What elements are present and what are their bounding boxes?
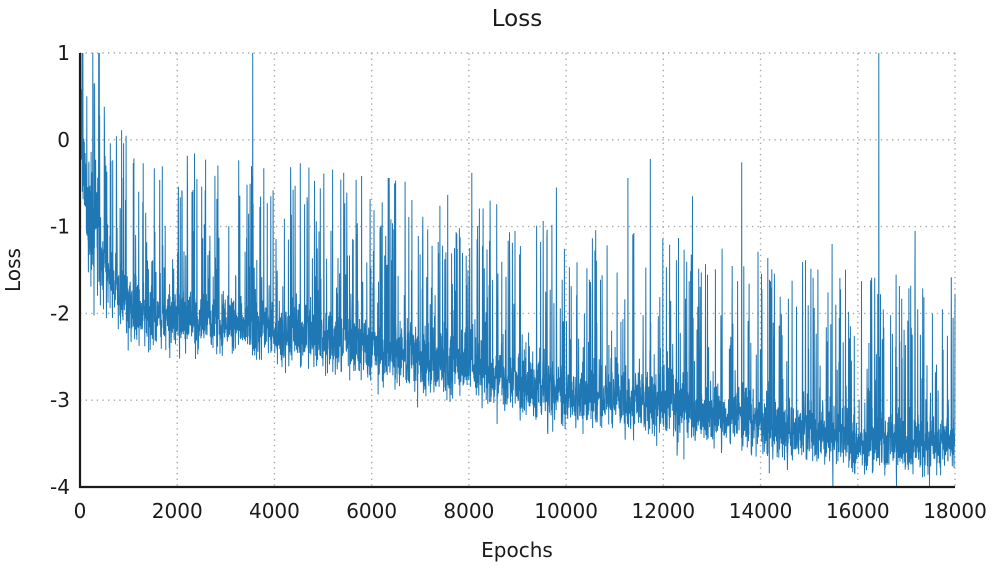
x-tick-label: 18000 xyxy=(923,499,987,523)
y-tick-label: -4 xyxy=(50,475,70,499)
y-axis-label: Loss xyxy=(1,248,25,292)
x-axis-label: Epochs xyxy=(481,538,553,562)
y-tick-label: -3 xyxy=(50,388,70,412)
x-tick-label: 12000 xyxy=(632,499,696,523)
x-tick-label: 6000 xyxy=(346,499,397,523)
y-tick-label: -1 xyxy=(50,215,70,239)
y-tick-label: 1 xyxy=(57,41,70,65)
x-tick-label: 2000 xyxy=(152,499,203,523)
x-tick-label: 8000 xyxy=(443,499,494,523)
x-tick-labels: 0 2000 4000 6000 8000 10000 12000 14000 16000 180… xyxy=(74,499,987,523)
grid-layer xyxy=(80,52,956,487)
y-tick-label: 0 xyxy=(57,128,70,152)
x-tick-label: 4000 xyxy=(249,499,300,523)
chart-title: Loss xyxy=(492,6,542,32)
y-tick-label: -2 xyxy=(50,301,70,325)
x-tick-label: 0 xyxy=(74,499,87,523)
x-tick-label: 10000 xyxy=(534,499,598,523)
loss-curve xyxy=(79,52,956,488)
x-tick-label: 16000 xyxy=(826,499,890,523)
series-layer xyxy=(79,52,956,488)
y-tick-labels: 1 0 -1 -2 -3 -4 xyxy=(50,41,70,499)
axes-layer xyxy=(78,53,955,489)
x-tick-label: 14000 xyxy=(729,499,793,523)
